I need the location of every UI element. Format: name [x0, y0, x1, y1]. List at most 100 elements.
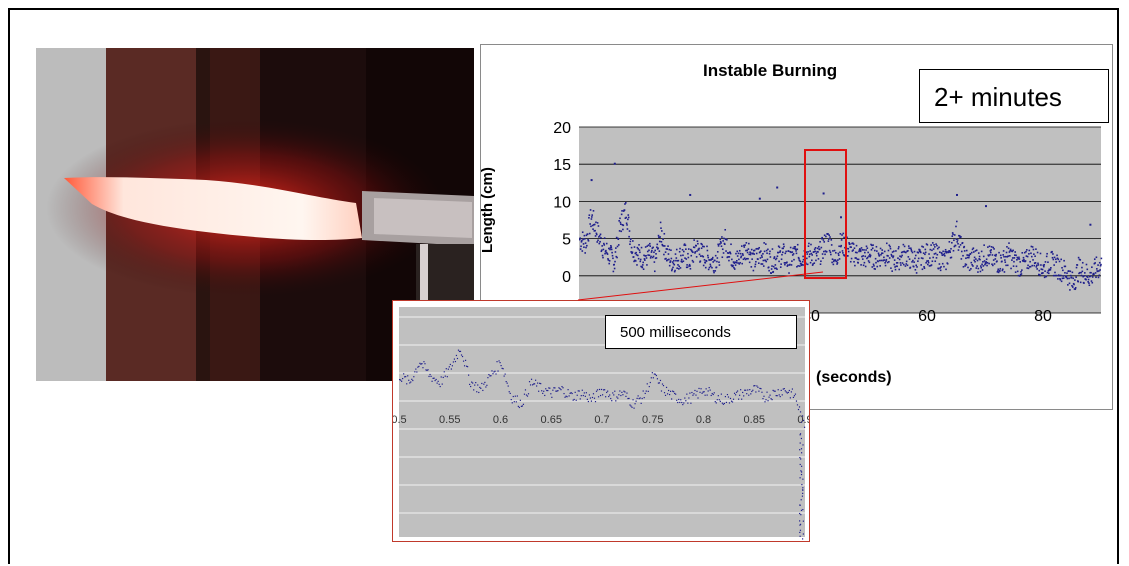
inset-data-point: [681, 401, 683, 404]
inset-data-point: [701, 392, 703, 394]
data-point: [1021, 269, 1023, 271]
inset-data-point: [449, 363, 451, 366]
data-point: [831, 258, 834, 261]
inset-data-point: [529, 384, 532, 386]
data-point: [1018, 256, 1020, 259]
data-point: [1019, 273, 1022, 276]
data-point: [836, 262, 839, 264]
data-point: [990, 246, 993, 248]
data-point: [749, 253, 752, 256]
data-point: [650, 251, 653, 253]
data-point: [899, 255, 901, 258]
inset-data-point: [757, 386, 759, 388]
data-point: [745, 249, 747, 252]
data-point: [692, 251, 694, 254]
inset-data-point: [444, 375, 446, 377]
data-point: [951, 235, 954, 237]
data-point: [1063, 265, 1066, 268]
data-point: [583, 246, 585, 248]
data-point: [580, 245, 582, 248]
inset-data-point: [625, 395, 627, 397]
data-point: [667, 245, 669, 247]
data-point: [583, 234, 586, 237]
data-point: [903, 250, 905, 253]
inset-data-point: [600, 388, 603, 391]
data-point: [960, 258, 963, 260]
data-point: [917, 251, 920, 254]
data-point: [589, 209, 592, 211]
data-point: [997, 268, 1000, 271]
data-point: [770, 268, 773, 270]
data-point: [910, 248, 913, 251]
inset-data-point: [727, 396, 730, 398]
data-point: [737, 262, 739, 264]
data-point: [962, 254, 964, 257]
data-point: [920, 264, 922, 266]
inset-data-point: [475, 382, 477, 384]
inset-data-point: [439, 385, 441, 388]
data-point: [785, 250, 787, 253]
data-point: [897, 247, 900, 250]
data-point: [781, 253, 783, 256]
inset-data-point: [597, 396, 600, 398]
data-point: [861, 258, 864, 260]
inset-data-point: [571, 392, 573, 395]
data-point: [1093, 273, 1095, 276]
inset-data-point: [789, 397, 791, 399]
data-point: [1085, 278, 1087, 281]
data-point: [832, 260, 835, 263]
inset-data-point: [800, 473, 803, 476]
data-point: [775, 267, 777, 270]
data-point: [1046, 252, 1048, 255]
data-point: [690, 248, 692, 251]
inset-data-point: [699, 391, 701, 393]
inset-data-point: [541, 390, 543, 392]
data-point: [814, 250, 816, 253]
data-point: [831, 261, 833, 264]
inset-data-point: [512, 395, 514, 398]
data-point: [763, 242, 765, 244]
inset-data-point: [799, 529, 802, 531]
data-point: [781, 247, 784, 250]
data-point: [747, 248, 750, 250]
data-point: [1071, 271, 1074, 274]
flame-photo: [36, 48, 474, 381]
data-point: [995, 253, 997, 256]
data-point: [960, 236, 962, 238]
data-point: [980, 265, 982, 267]
data-point: [660, 240, 663, 243]
data-point: [813, 251, 815, 253]
data-point: [967, 266, 969, 269]
data-point: [1007, 255, 1009, 257]
inset-data-point: [584, 395, 586, 397]
data-point: [929, 248, 932, 251]
data-point: [691, 250, 693, 253]
data-point: [895, 265, 898, 267]
inset-data-point: [721, 402, 723, 404]
inset-data-series: [399, 349, 806, 540]
data-point: [889, 247, 892, 250]
data-point: [701, 243, 703, 246]
data-point: [595, 221, 597, 224]
data-point: [893, 250, 895, 253]
inset-data-point: [632, 399, 634, 401]
data-point: [760, 254, 763, 257]
data-point: [952, 233, 954, 236]
data-point: [1041, 272, 1043, 274]
data-point: [648, 249, 650, 252]
inset-data-point: [670, 390, 672, 392]
data-point: [869, 255, 872, 258]
inset-data-point: [562, 387, 564, 389]
data-point: [1062, 269, 1064, 272]
data-point: [901, 262, 904, 264]
inset-data-point: [689, 392, 691, 394]
data-point: [642, 261, 644, 264]
data-point: [1018, 258, 1021, 260]
data-point: [612, 270, 615, 273]
data-point: [709, 259, 711, 261]
inset-data-point: [698, 387, 700, 390]
data-point: [859, 248, 861, 250]
inset-data-point: [574, 391, 576, 393]
inset-data-point: [508, 391, 510, 393]
data-point: [600, 237, 602, 239]
